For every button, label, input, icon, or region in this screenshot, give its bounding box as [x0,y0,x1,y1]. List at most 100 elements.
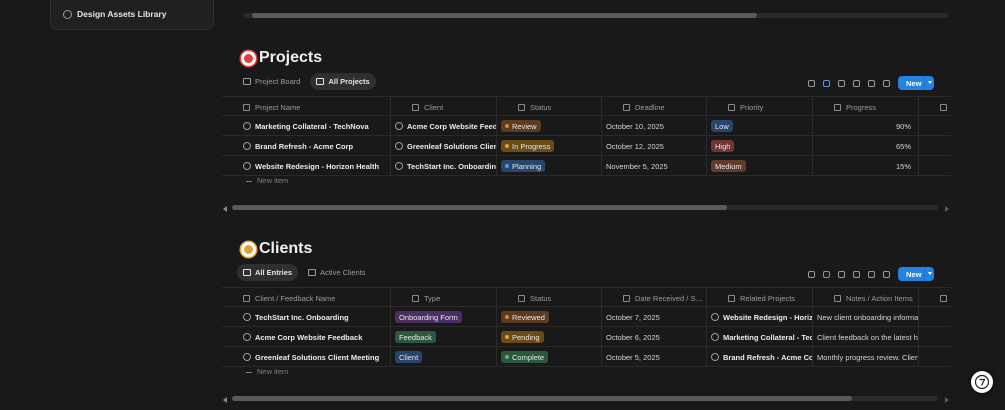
column-header[interactable]: Type [390,288,496,308]
toolbar-icon[interactable] [838,270,845,278]
scroll-thumb[interactable] [232,205,727,210]
table-cell: Greenleaf Solutions Client Meeting [222,347,390,367]
table-cell: Review [496,116,601,136]
view-icon [316,78,325,85]
cell-text: TechStart Inc. Onboarding [407,161,496,171]
new-button[interactable]: New [898,76,934,90]
tag-dot [505,164,509,168]
view-tab[interactable]: All Entries [237,264,299,281]
toolbar-icon[interactable] [823,79,830,87]
new-dropdown[interactable] [924,76,934,90]
column-header[interactable]: Progress [812,97,918,117]
scroll-left[interactable] [223,206,227,212]
column-icon [940,103,947,111]
column-header[interactable]: Related Projects [706,288,812,308]
column-header[interactable]: Client / Feedback Name [222,288,390,308]
table-cell: November 5, 2025 [601,156,706,176]
column-header[interactable]: Status [496,97,601,117]
view-tabs: Project Board All Projects [237,73,376,90]
toolbar-icon[interactable] [808,79,815,87]
table-cell: Medium [706,156,812,176]
cell-text: October 6, 2025 [606,332,660,342]
table: Project Name Client Status Deadline Priority… [222,96,951,196]
scrollbar[interactable] [232,205,938,210]
table-row[interactable]: Greenleaf Solutions Client Meeting Client… [222,347,951,367]
toolbar-icon[interactable] [853,79,860,87]
cell-text: October 12, 2025 [606,141,664,151]
header-row: Client / Feedback Name Type Status Date Rec… [222,287,951,308]
view-tab[interactable]: All Projects [310,73,376,90]
plus-icon [246,180,252,187]
cell-text: Marketing Collateral - TechNova [723,332,812,342]
tag: In Progress [501,140,555,152]
new-item[interactable]: New item [246,176,288,185]
toolbar-icon[interactable] [868,79,875,87]
table-cell [918,307,951,327]
table-row[interactable]: Marketing Collateral - TechNova Acme Corp… [222,116,951,136]
new-item[interactable]: New item [246,367,288,376]
cell-text: Monthly progress review. Client [817,352,918,362]
column-header[interactable]: Project Name [222,97,390,117]
view-tab[interactable]: Project Board [237,73,306,90]
tag-label: Complete [512,352,545,362]
tag-label: High [715,141,731,151]
scroll-right[interactable] [945,397,949,403]
column-header[interactable]: Date Received / Submitted [601,288,706,308]
scroll-thumb[interactable] [252,13,757,18]
toolbar-icon[interactable] [868,270,875,278]
sidebar-item[interactable]: Design Assets Library [63,9,166,19]
table: Client / Feedback Name Type Status Date Rec… [222,287,951,387]
tag-dot [505,355,509,359]
scrollbar[interactable] [232,396,938,401]
view-icon [243,269,251,276]
cell-text: Brand Refresh - Acme Corp [255,141,354,151]
column-header[interactable]: Deadline [601,97,706,117]
column-label: Status [530,102,552,112]
sidebar-card: Design Assets Library [50,0,214,30]
scroll-right[interactable] [945,206,949,212]
column-header[interactable]: Client [390,97,496,117]
toolbar-icon[interactable] [838,79,845,87]
table-row[interactable]: Acme Corp Website Feedback Feedback Pendin… [222,327,951,347]
new-dropdown[interactable] [924,267,934,281]
toolbar-icon[interactable] [883,270,890,278]
table-cell: October 6, 2025 [601,327,706,347]
help-button[interactable] [971,371,993,393]
sidebar-item-label: Design Assets Library [77,9,167,19]
table-cell: October 5, 2025 [601,347,706,367]
column-header[interactable]: Attachments [918,288,951,308]
toolbar-icon[interactable] [823,270,830,278]
table-cell [918,327,951,347]
column-icon [412,294,419,302]
table-row[interactable]: TechStart Inc. Onboarding Onboarding Form… [222,307,951,327]
toolbar-icon[interactable] [853,270,860,278]
cell-text: Client feedback on the latest homepage [817,332,918,342]
column-header[interactable]: Priority [706,97,812,117]
column-label: Type [424,293,441,303]
new-button[interactable]: New [898,267,934,281]
column-header[interactable]: Notes / Action Items [812,288,918,308]
table-row[interactable]: Website Redesign - Horizon Health TechSta… [222,156,951,176]
scroll-thumb[interactable] [232,396,852,401]
cell-text: October 5, 2025 [606,352,660,362]
column-header[interactable]: Status [496,288,601,308]
table-cell: Planning [496,156,601,176]
scrollbar[interactable] [243,13,948,18]
tag: Onboarding Form [395,311,462,323]
row-icon [395,122,403,130]
cell-text: Brand Refresh - Acme Corp [723,352,812,362]
row-icon [711,353,719,361]
scroll-left[interactable] [223,397,227,403]
column-header[interactable]: Budget [918,97,951,117]
toolbar-icon[interactable] [883,79,890,87]
row-icon [243,313,251,321]
toolbar-icon[interactable] [808,270,815,278]
view-tab[interactable]: Active Clients [302,264,371,281]
column-label: Priority [740,102,764,112]
title-text: Clients [259,240,313,257]
table-cell: October 7, 2025 [601,307,706,327]
row-icon [395,162,403,170]
table-row[interactable]: Brand Refresh - Acme Corp Greenleaf Solut… [222,136,951,156]
cell-text: Marketing Collateral - TechNova [255,121,369,131]
column-icon [728,103,735,111]
